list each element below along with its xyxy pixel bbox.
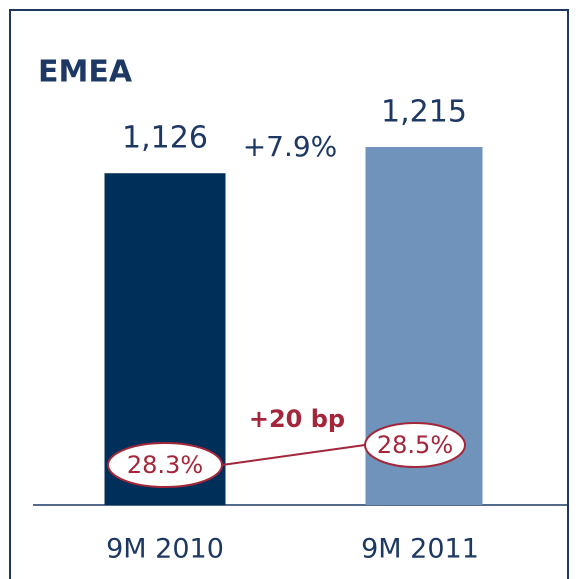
value-label: 1,126 — [122, 121, 208, 156]
margin-marker — [107, 442, 223, 488]
frame — [9, 9, 569, 579]
margin-marker — [364, 422, 466, 468]
margin-label: 28.3% — [127, 451, 203, 479]
growth-annotation: +7.9% — [243, 130, 338, 163]
margin-annotation: +20 bp — [249, 405, 345, 433]
value-label: 1,215 — [381, 95, 467, 130]
x-tick-label: 9M 2010 — [106, 534, 224, 565]
margin-label: 28.5% — [377, 431, 453, 459]
chart-title: EMEA — [38, 55, 133, 90]
margin-connector — [221, 444, 366, 466]
x-tick-label: 9M 2011 — [361, 534, 479, 565]
